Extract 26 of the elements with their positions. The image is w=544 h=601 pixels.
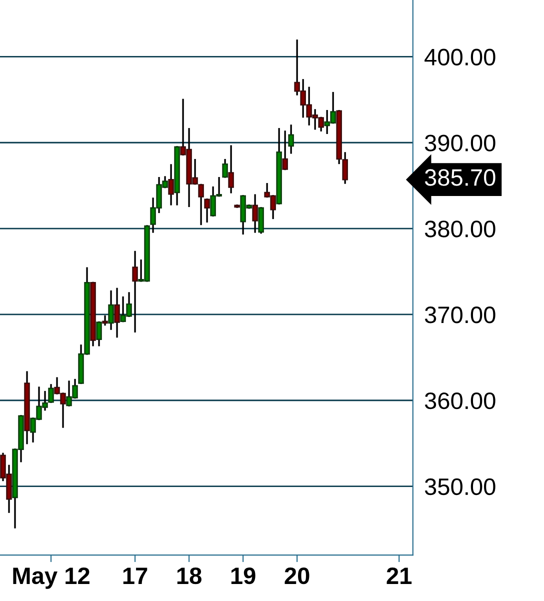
candlestick	[282, 130, 288, 170]
candlestick	[96, 321, 102, 346]
candlestick	[48, 384, 54, 403]
candlestick	[204, 198, 210, 222]
x-tick-label: 17	[123, 568, 148, 584]
x-tick-label: 19	[231, 567, 256, 584]
y-tick-label: 390.00	[424, 134, 496, 152]
candlestick	[288, 124, 294, 154]
candlestick	[228, 145, 234, 194]
candlestick	[222, 158, 228, 178]
y-tick-label: 380.00	[424, 220, 496, 238]
y-tick-label: 370.00	[424, 306, 496, 324]
y-tick-label: 350.00	[424, 478, 496, 496]
candlestick	[252, 194, 258, 233]
text: 385.70	[424, 169, 496, 186]
candlestick	[114, 288, 120, 338]
candlestick	[168, 164, 174, 206]
candlestick	[108, 290, 114, 330]
y-tick-label: 360.00	[424, 392, 496, 410]
candlestick	[102, 315, 108, 326]
x-tick-label: 21	[386, 567, 412, 584]
y-tick-label: 400.00	[424, 48, 496, 66]
x-tick-label: 20	[284, 567, 310, 584]
x-tick-label: 18	[177, 567, 202, 584]
x-tick-label: May 12	[13, 567, 90, 589]
candlestick	[132, 250, 138, 332]
